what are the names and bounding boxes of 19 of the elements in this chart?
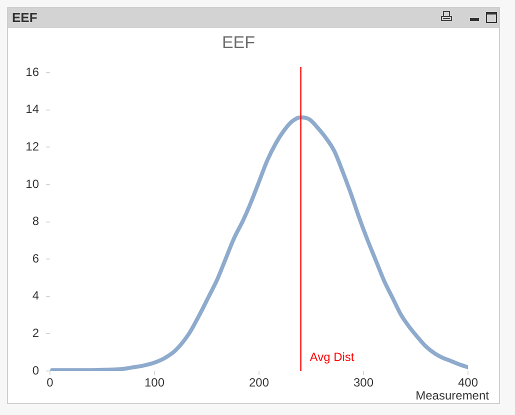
x-tick-label: 300 [353,376,374,390]
chart-title: EEF [222,32,256,52]
text: EEF [12,10,38,25]
y-tick-label: 2 [32,326,40,340]
x-tick-label: 0 [46,376,54,390]
y-tick-label: 8 [32,214,40,228]
y-tick-label: 14 [26,102,40,116]
y-tick-label: 16 [26,64,40,79]
x-tick-label: 100 [144,376,165,390]
y-tick-label: 0 [32,363,40,378]
x-tick-label: 200 [248,376,270,390]
y-tick-label: 12 [26,140,40,154]
x-axis-title: Measurement [416,388,490,402]
y-tick-label: 4 [32,288,40,303]
line-series [50,115,468,371]
y-tick-label: 10 [26,176,40,191]
y-tick-label: 6 [32,251,40,266]
x-tick-label: 400 [458,376,478,390]
ref-line-label: Avg Dist [310,350,355,364]
